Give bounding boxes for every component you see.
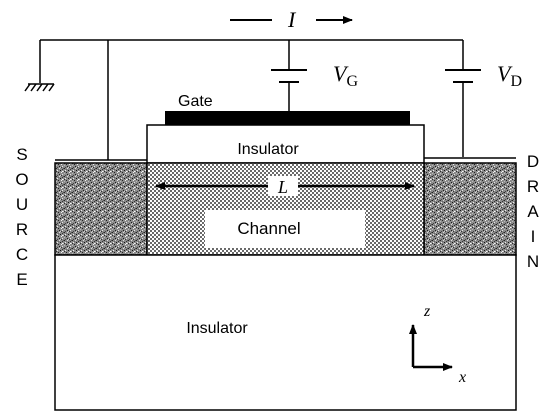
drain-letter: I [531, 227, 536, 246]
gate-insulator-label: Insulator [237, 141, 299, 158]
axis-x-label: x [458, 369, 466, 386]
substrate-insulator-label: Insulator [186, 320, 248, 337]
source-letter: E [16, 270, 27, 289]
drain-letter: N [527, 252, 539, 271]
gate-electrode [165, 111, 410, 125]
ground-icon [24, 83, 55, 92]
circuit-wiring [39, 39, 464, 160]
channel-label: Channel [237, 219, 300, 238]
gate-battery-icon [271, 69, 307, 83]
source-label: S O U R C E [15, 145, 28, 289]
gate-voltage-label: VG [333, 61, 358, 90]
source-letter: C [16, 245, 28, 264]
drain-voltage-label: VD [497, 61, 522, 90]
gate-label: Gate [178, 93, 213, 110]
source-letter: O [15, 170, 28, 189]
drain-label: D R A I N [527, 152, 539, 271]
axis-z-label: z [423, 303, 431, 320]
substrate-insulator [54, 254, 517, 411]
drain-letter: D [527, 152, 539, 171]
drain-letter: R [527, 177, 539, 196]
source-letter: S [16, 145, 27, 164]
source-region [54, 162, 148, 256]
axes-icon [409, 324, 453, 371]
drain-battery-icon [445, 69, 481, 83]
source-letter: R [16, 220, 28, 239]
current-label: I [287, 7, 297, 32]
channel-length-label: L [277, 177, 288, 197]
drain-region [423, 162, 517, 256]
drain-letter: A [527, 202, 539, 221]
source-letter: U [16, 195, 28, 214]
channel-label-box [205, 210, 365, 248]
